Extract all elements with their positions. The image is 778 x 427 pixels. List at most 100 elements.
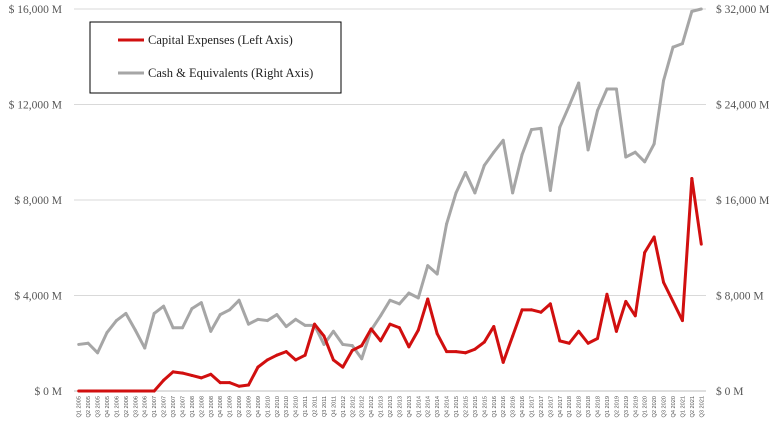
left-axis-tick-label: $ 16,000 M — [9, 3, 62, 16]
line-segment — [652, 235, 666, 284]
x-axis-tick-label: Q1 2015 — [454, 396, 460, 417]
line-segment — [77, 341, 90, 346]
x-axis-tick-label: Q2 2010 — [275, 396, 281, 417]
line-segment — [614, 87, 628, 159]
x-axis-tick-label: Q1 2019 — [605, 396, 611, 417]
right-axis-tick-label: $ 32,000 M — [716, 3, 769, 16]
x-axis-tick-label: Q4 2010 — [294, 396, 300, 417]
x-axis-tick-label: Q1 2014 — [416, 396, 422, 417]
line-segment — [671, 42, 684, 49]
line-segment — [690, 7, 703, 13]
x-axis-tick-label: Q2 2011 — [313, 396, 319, 417]
line-segment — [577, 81, 590, 152]
line-segment — [529, 126, 543, 132]
line-segment — [199, 372, 213, 380]
line-segment — [275, 350, 288, 357]
x-axis-tick-label: Q3 2013 — [397, 396, 403, 417]
left-axis-tick-labels: $ 0 M $ 4,000 M $ 8,000 M $ 12,000 M $ 16,00… — [9, 3, 62, 398]
line-segment — [199, 301, 213, 333]
line-segment — [331, 358, 345, 369]
line-segment — [190, 301, 203, 311]
line-segment — [265, 353, 279, 362]
line-segment — [369, 314, 383, 332]
x-axis-tick-label: Q2 2016 — [501, 396, 507, 417]
x-axis-tick-label: Q3 2012 — [360, 396, 366, 417]
x-axis-tick-label: Q2 2008 — [199, 396, 205, 417]
x-axis-tick-label: Q2 2012 — [350, 396, 356, 417]
x-axis-tick-label: Q3 2010 — [284, 396, 290, 417]
x-axis-tick-label: Q3 2017 — [548, 396, 554, 417]
line-segment — [416, 297, 430, 332]
line-segment — [416, 264, 430, 300]
line-segment — [284, 350, 298, 362]
line-segment — [454, 350, 467, 355]
line-segment — [294, 353, 307, 362]
x-axis-tick-label: Q3 2015 — [473, 396, 479, 417]
line-segment — [152, 378, 166, 393]
line-segment — [596, 292, 609, 340]
line-segment — [350, 344, 364, 361]
series-cash-equivalents — [77, 7, 703, 361]
legend-label-cash: Cash & Equivalents (Right Axis) — [148, 66, 313, 80]
line-segment — [407, 291, 420, 300]
line-segment — [379, 298, 392, 318]
right-axis-tick-label: $ 16,000 M — [716, 194, 769, 207]
line-segment — [539, 126, 552, 192]
x-axis-tick-label: Q2 2007 — [162, 396, 168, 417]
line-segment — [529, 308, 543, 314]
line-segment — [256, 358, 269, 369]
x-axis-tick-label: Q3 2016 — [511, 396, 517, 417]
line-segment — [511, 153, 524, 195]
line-segment — [237, 298, 251, 326]
right-axis-tick-label: $ 8,000 M — [716, 290, 764, 303]
line-segment — [360, 327, 373, 348]
line-segment — [501, 138, 515, 195]
series-lines — [77, 7, 703, 393]
line-segment — [388, 322, 401, 330]
line-segment — [548, 302, 562, 343]
line-segment — [256, 317, 269, 323]
x-axis-tick-label: Q1 2021 — [680, 396, 686, 417]
line-segment — [624, 150, 637, 159]
line-segment — [671, 299, 684, 323]
x-axis-tick-label: Q2 2020 — [652, 396, 658, 417]
line-segment — [180, 307, 194, 330]
x-axis-tick-label: Q4 2009 — [256, 396, 262, 417]
line-segment — [624, 299, 637, 318]
line-segment — [435, 332, 449, 354]
line-segment — [680, 177, 694, 323]
line-segment — [492, 138, 505, 154]
line-segment — [397, 326, 411, 349]
series-capital-expenses — [77, 177, 703, 393]
line-segment — [548, 125, 562, 192]
line-segment — [96, 331, 109, 355]
line-segment — [341, 348, 354, 369]
x-axis-tick-label: Q1 2006 — [114, 396, 120, 417]
legend-box — [89, 21, 342, 94]
line-segment — [690, 177, 703, 246]
x-axis-tick-label: Q2 2014 — [426, 396, 432, 417]
line-segment — [407, 328, 420, 349]
line-segment — [662, 45, 675, 83]
line-segment — [586, 108, 600, 152]
left-axis-tick-label: $ 8,000 M — [14, 194, 62, 207]
line-segment — [209, 372, 222, 385]
line-segment — [180, 371, 194, 377]
right-axis-tick-label: $ 24,000 M — [716, 99, 769, 112]
line-segment — [228, 298, 241, 312]
line-segment — [605, 292, 618, 333]
x-axis-tick-label: Q4 2005 — [105, 396, 111, 417]
x-axis-tick-label: Q3 2019 — [624, 396, 630, 417]
right-axis-tick-labels: $ 0 M $ 8,000 M $ 16,000 M $ 24,000 M $ 32,0… — [716, 3, 769, 398]
line-segment — [577, 329, 590, 345]
line-segment — [596, 87, 609, 112]
x-axis-tick-label: Q1 2011 — [303, 396, 309, 417]
x-axis-tick-label: Q1 2013 — [379, 396, 385, 417]
x-axis-tick-label: Q1 2017 — [529, 396, 535, 417]
x-axis-tick-label: Q2 2021 — [690, 396, 696, 417]
line-segment — [218, 308, 232, 317]
line-segment — [152, 304, 166, 315]
x-axis-tick-label: Q4 2011 — [331, 396, 337, 417]
line-segment — [143, 311, 156, 350]
line-segment — [426, 264, 439, 276]
